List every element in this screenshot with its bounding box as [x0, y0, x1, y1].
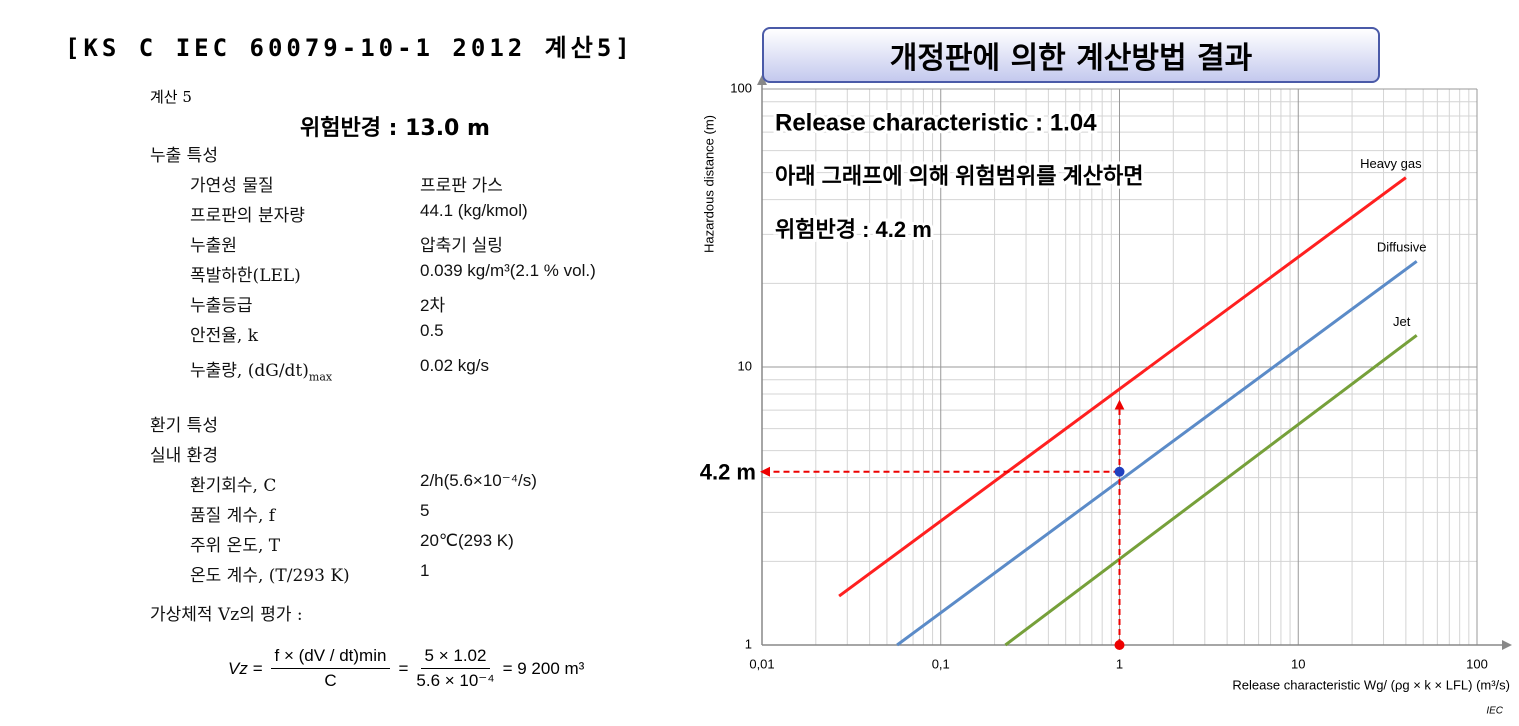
- row-label: 환기회수, C: [190, 471, 276, 496]
- row-value: 1: [420, 561, 430, 580]
- label-subscript: max: [308, 370, 333, 384]
- formula-result: = 9 200 m³: [502, 658, 585, 678]
- x-tick-label: 1: [1116, 656, 1123, 671]
- label-text: 품질 계수, f: [190, 506, 276, 526]
- annotation: 위험반경 : 4.2 m: [775, 217, 932, 242]
- calc-result: 위험반경 : 13.0 m: [300, 116, 490, 141]
- row-value: 0.5: [420, 321, 444, 340]
- section-heading: 누출 특성: [150, 146, 218, 166]
- section-heading: 환기 특성: [150, 416, 218, 436]
- label-text: 가연성 물질: [190, 176, 274, 196]
- series-line: [896, 260, 1418, 647]
- row-value: 프로판 가스: [420, 176, 503, 195]
- x-tick-label: 0,01: [749, 656, 774, 671]
- numerator: 5 × 1.02: [420, 646, 491, 669]
- y-tick-label: 1: [745, 636, 752, 651]
- section-subheading: 실내 환경: [150, 446, 218, 466]
- formula: Vz = f × (dV / dt)min C = 5 × 1.02 5.6 × 1…: [228, 646, 584, 691]
- row-label: 누출등급: [190, 291, 253, 316]
- reading-point: [1114, 466, 1125, 477]
- row-label: 가연성 물질: [190, 171, 274, 196]
- numerator: f × (dV / dt)min: [270, 646, 391, 669]
- row-value: 5: [420, 501, 430, 520]
- row-label: 폭발하한(LEL): [190, 261, 301, 286]
- denominator: 5.6 × 10⁻⁴: [416, 671, 495, 690]
- row-label: 누출량, (dG/dt)max: [190, 356, 332, 383]
- label-text: 폭발하한(LEL): [190, 266, 301, 286]
- label-text: 안전율, k: [190, 326, 259, 346]
- reading-label: 4.2 m: [700, 460, 756, 485]
- label-text: 온도 계수, (T/293 K): [190, 566, 350, 586]
- row-value: 2차: [420, 296, 446, 315]
- banner: 개정판에 의한 계산방법 결과: [762, 27, 1380, 83]
- fraction: 5 × 1.02 5.6 × 10⁻⁴: [416, 646, 494, 691]
- fraction: f × (dV / dt)min C: [270, 646, 391, 691]
- x-axis-label: Release characteristic Wg/ (ρg × k × LFL…: [1232, 677, 1510, 692]
- label-text: 누출원: [190, 236, 237, 256]
- x-tick-label: 0,1: [932, 656, 950, 671]
- label-text: 환기회수, C: [190, 476, 277, 496]
- annotation: Release characteristic : 1.04: [775, 109, 1097, 136]
- series-label: Diffusive: [1377, 240, 1427, 255]
- label-text: 누출등급: [190, 296, 253, 316]
- row-value: 44.1 (kg/kmol): [420, 201, 528, 220]
- series-label: Jet: [1393, 314, 1411, 329]
- label-text: 누출량, (dG/dt): [190, 361, 309, 381]
- y-tick-label: 10: [738, 358, 752, 373]
- series-line: [1004, 334, 1418, 647]
- evaluation: 가상체적 Vz의 평가 :: [150, 605, 303, 625]
- row-label: 프로판의 분자량: [190, 201, 305, 226]
- x-tick-label: 10: [1291, 656, 1305, 671]
- label-text: 프로판의 분자량: [190, 206, 305, 226]
- x-tick-label: 100: [1466, 656, 1488, 671]
- label-text: 주위 온도, T: [190, 536, 281, 556]
- doc-title: [KS C IEC 60079-10-1 2012 계산5]: [65, 34, 634, 62]
- row-value: 20℃(293 K): [420, 531, 514, 550]
- y-axis-label: Hazardous distance (m): [701, 115, 716, 253]
- series-label: Heavy gas: [1360, 156, 1422, 171]
- row-label: 품질 계수, f: [190, 501, 275, 526]
- row-value: 압축기 실링: [420, 236, 503, 255]
- row-label: 누출원: [190, 231, 237, 256]
- row-label: 주위 온도, T: [190, 531, 280, 556]
- row-value: 0.039 kg/m³(2.1 % vol.): [420, 261, 596, 280]
- formula-lhs: Vz =: [228, 658, 263, 678]
- row-value: 0.02 kg/s: [420, 356, 489, 375]
- source: IEC: [1486, 706, 1503, 717]
- row-label: 안전율, k: [190, 321, 258, 346]
- y-tick-label: 100: [730, 80, 752, 95]
- denominator: C: [324, 671, 337, 690]
- equals: =: [398, 658, 409, 678]
- row-label: 온도 계수, (T/293 K): [190, 561, 350, 586]
- annotation: 아래 그래프에 의해 위험범위를 계산하면: [775, 163, 1144, 188]
- calc-label: 계산 5: [150, 88, 192, 106]
- series-line: [838, 176, 1407, 598]
- reading-base: [1114, 640, 1125, 650]
- row-value: 2/h(5.6×10⁻⁴/s): [420, 471, 537, 490]
